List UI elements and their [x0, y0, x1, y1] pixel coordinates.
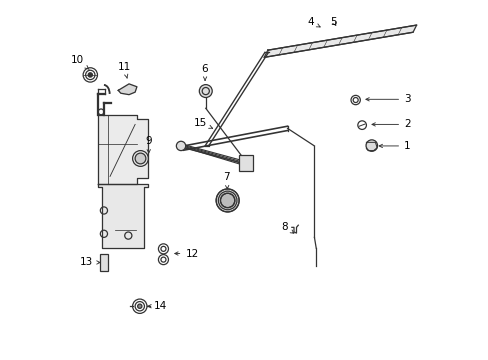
Text: 5: 5 [330, 17, 337, 27]
Circle shape [137, 304, 142, 309]
Text: 6: 6 [202, 64, 208, 80]
Circle shape [218, 191, 237, 210]
Text: 11: 11 [118, 62, 131, 78]
Polygon shape [118, 84, 137, 95]
Text: 13: 13 [80, 257, 100, 267]
Circle shape [88, 73, 92, 77]
Polygon shape [264, 25, 416, 57]
Text: 8: 8 [280, 222, 293, 233]
Text: 14: 14 [147, 301, 167, 311]
Text: 4: 4 [307, 17, 320, 27]
Text: 9: 9 [145, 136, 152, 153]
Circle shape [199, 85, 212, 98]
Bar [100, 253, 108, 271]
Polygon shape [98, 184, 147, 248]
Polygon shape [98, 116, 147, 184]
Circle shape [216, 189, 239, 212]
FancyBboxPatch shape [239, 155, 252, 171]
Text: 2: 2 [371, 120, 410, 129]
Circle shape [176, 141, 185, 150]
Circle shape [220, 193, 234, 208]
Text: 1: 1 [378, 141, 410, 151]
Text: 10: 10 [71, 55, 89, 69]
Polygon shape [366, 142, 376, 150]
Text: 7: 7 [223, 172, 229, 189]
Circle shape [135, 153, 145, 164]
Text: 12: 12 [174, 248, 198, 258]
Bar [115, 226, 136, 248]
Text: 15: 15 [193, 118, 212, 128]
Circle shape [366, 140, 377, 151]
Text: 3: 3 [365, 94, 410, 104]
